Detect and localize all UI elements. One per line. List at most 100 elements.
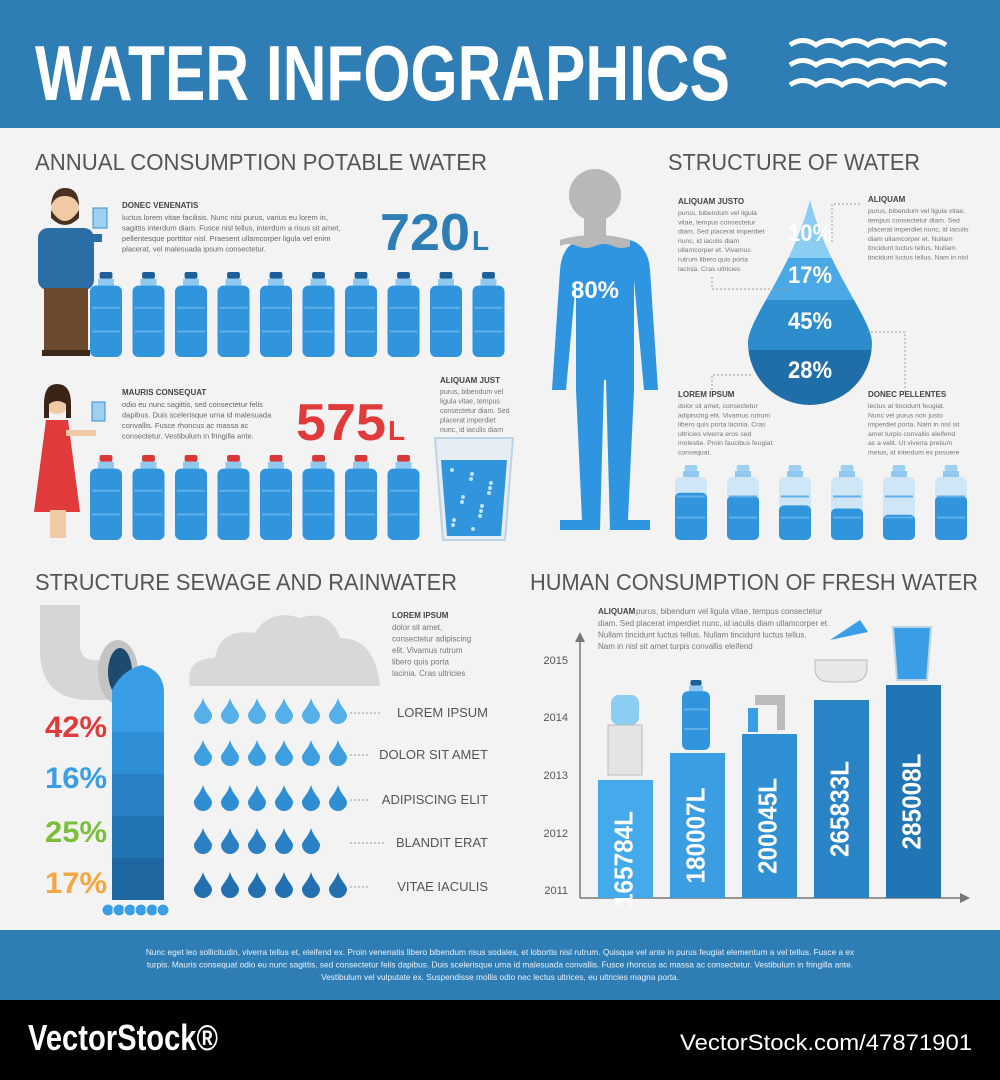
- body-text: lacinia. Cras ultricies: [678, 266, 741, 273]
- bottle-neck: [353, 461, 369, 471]
- rain-drop: [302, 740, 320, 766]
- bottle-icon: [260, 455, 292, 540]
- bar: [886, 685, 941, 898]
- body-percent: 80%: [571, 277, 619, 304]
- bottle-neck: [310, 461, 327, 471]
- body-text: purus, bibendum vel ligula vitae,: [868, 208, 965, 215]
- bubble: [479, 509, 483, 513]
- body-text: molestie. Proin faucibus feugiat: [678, 440, 773, 447]
- body-text: Nam in nisl sit amet turpis convallis el…: [598, 642, 753, 651]
- body-text: diam. Sed placerat imperdiet: [678, 229, 765, 236]
- bottle-neck: [689, 685, 703, 693]
- bottle-icon: [175, 455, 207, 540]
- splash: [101, 903, 115, 917]
- body-text: convallis. Fusce rhoncus ac massa ac: [122, 421, 249, 430]
- bottle-cap: [99, 455, 113, 462]
- bubble: [471, 527, 475, 531]
- year-label: 2013: [544, 770, 568, 782]
- body-text: consectetur diam. Sed: [440, 408, 510, 415]
- bottle-neck: [98, 278, 114, 288]
- body-text: imperdiet porta. Nam in nisl sit: [868, 422, 960, 429]
- rain-drop: [194, 740, 212, 766]
- bottle-neck: [943, 471, 959, 479]
- cooler-bottle: [611, 695, 639, 725]
- bottle-body: [132, 285, 165, 357]
- bottle-body: [260, 285, 292, 357]
- body-text: tempus consectetur diam. Sed: [868, 217, 960, 224]
- rain-drop: [329, 872, 347, 898]
- bottle-icon: [935, 465, 967, 540]
- bottle-neck: [183, 461, 199, 471]
- rain-drop: [275, 698, 293, 724]
- body-text: rutrum libero quis porta: [678, 257, 748, 264]
- body-text: Nunc vel purus non justo: [868, 412, 943, 419]
- body-text: odio eu nunc sagittis, sed consectetur f…: [122, 400, 263, 409]
- bottle-body: [175, 285, 207, 357]
- bottle-neck: [183, 278, 199, 288]
- body-text: placerat imperdiet: [440, 418, 496, 425]
- note-heading: DONEC VENENATIS: [122, 201, 199, 210]
- body-text: elit. Vivamus rutrum: [392, 646, 463, 655]
- page-title: WATER INFOGRAPHICS: [35, 29, 730, 117]
- bubble: [450, 468, 454, 472]
- sewage-percent: 17%: [45, 867, 107, 900]
- rain-drop: [329, 785, 347, 811]
- bottle-cap: [184, 272, 198, 279]
- bottle-body: [387, 468, 420, 540]
- section-title: STRUCTURE OF WATER: [668, 149, 920, 175]
- body-text: placerat imperdiet nunc, id iaculis: [868, 227, 969, 234]
- woman-legs: [50, 510, 66, 538]
- bottle-cap: [736, 465, 750, 471]
- axis-arrow: [575, 632, 585, 642]
- man-shoes: [42, 350, 90, 356]
- bar: [670, 753, 725, 898]
- amount-unit: L: [472, 225, 489, 256]
- bottle-cap: [354, 455, 368, 462]
- man-beard: [51, 210, 79, 225]
- bottle-icon: [217, 272, 250, 357]
- drop-band: [748, 300, 872, 350]
- bottle-neck: [839, 471, 855, 479]
- year-label: 2015: [544, 655, 568, 667]
- rain-drop: [194, 698, 212, 724]
- body-text: consectetur adipiscing: [392, 635, 471, 644]
- footer-band: [0, 930, 1000, 1002]
- cloud: [189, 615, 380, 686]
- bottle-cap: [397, 455, 410, 462]
- body-text: purus, bibendum vel: [440, 389, 503, 396]
- bar: [742, 734, 797, 898]
- rain-label: VITAE IACULIS: [397, 879, 488, 894]
- bottle-icon: [132, 455, 165, 540]
- splash: [112, 903, 126, 917]
- waterfall-segment: [112, 690, 164, 732]
- rain-label: LOREM IPSUM: [397, 705, 488, 720]
- bubble: [460, 500, 464, 504]
- wave-icon: [788, 58, 948, 69]
- bottle-icon: [345, 455, 377, 540]
- body-text: lectus at tincidunt feugiat.: [868, 403, 945, 410]
- rain-label: DOLOR SIT AMET: [379, 747, 488, 762]
- header-band: [0, 0, 1000, 128]
- bar-label: 180007L: [680, 787, 710, 883]
- rain-drop: [275, 740, 293, 766]
- body-text: libero quis porta lacinia. Cras: [678, 422, 766, 429]
- body-text: tincidunt luctus tellus. Nullam: [868, 245, 956, 252]
- bottle-cap: [99, 272, 113, 279]
- bottle-icon: [779, 465, 811, 540]
- bar-label: 285008L: [896, 753, 926, 849]
- note-heading: MAURIS CONSEQUAT: [122, 388, 206, 397]
- wave-icon: [788, 38, 948, 49]
- body-text: Nunc eget leo sollicitudin, viverra tell…: [146, 947, 855, 957]
- body-text: diam ullamcorper et. Nullam: [868, 236, 953, 243]
- rain-drop: [248, 785, 266, 811]
- rain-drop: [302, 785, 320, 811]
- bottle-body: [90, 285, 122, 357]
- bottle-cap: [142, 272, 155, 279]
- wave-icon: [788, 78, 948, 89]
- rain-drop: [221, 828, 239, 854]
- axis-arrow: [960, 893, 970, 903]
- rain-drop: [248, 828, 266, 854]
- bottle-body: [345, 285, 377, 357]
- body-text: diam. Sed placerat imperdiet nunc, id ia…: [598, 619, 829, 628]
- watermark-brand: VectorStock®: [28, 1017, 218, 1058]
